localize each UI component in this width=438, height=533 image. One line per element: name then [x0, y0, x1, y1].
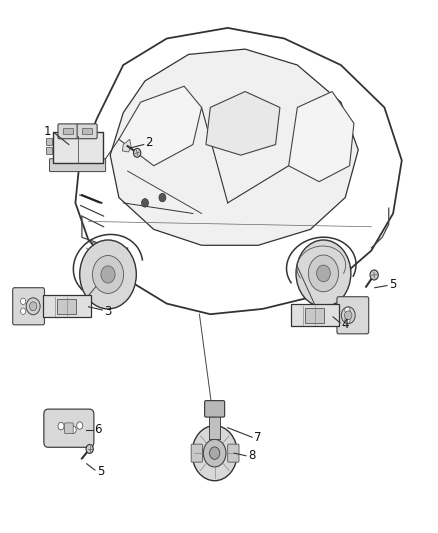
Circle shape — [58, 422, 64, 430]
Circle shape — [80, 240, 136, 309]
FancyBboxPatch shape — [337, 297, 369, 334]
Bar — [43, 295, 91, 317]
Circle shape — [296, 240, 351, 307]
Text: 2: 2 — [145, 136, 153, 149]
Circle shape — [345, 311, 352, 320]
FancyBboxPatch shape — [44, 409, 94, 447]
Bar — [82, 128, 92, 134]
Circle shape — [134, 148, 141, 157]
Text: 3: 3 — [104, 305, 112, 318]
Polygon shape — [122, 139, 131, 152]
Text: 7: 7 — [254, 431, 262, 444]
Polygon shape — [119, 86, 201, 166]
Circle shape — [70, 426, 76, 433]
Circle shape — [77, 422, 83, 429]
Polygon shape — [289, 92, 354, 182]
Bar — [46, 147, 52, 154]
Bar — [63, 128, 73, 134]
Circle shape — [21, 308, 26, 314]
Bar — [53, 132, 102, 163]
FancyBboxPatch shape — [205, 401, 225, 417]
FancyBboxPatch shape — [58, 124, 78, 139]
Bar — [291, 304, 339, 326]
Bar — [46, 138, 52, 144]
Text: 8: 8 — [248, 449, 255, 462]
Circle shape — [141, 199, 148, 207]
Circle shape — [370, 270, 378, 280]
Text: 1: 1 — [43, 125, 51, 138]
Circle shape — [159, 193, 166, 202]
Circle shape — [101, 266, 115, 283]
Circle shape — [92, 255, 124, 293]
Bar — [305, 308, 324, 322]
FancyBboxPatch shape — [191, 444, 202, 462]
Circle shape — [317, 265, 330, 282]
Circle shape — [192, 425, 237, 481]
FancyBboxPatch shape — [49, 159, 106, 172]
Circle shape — [345, 307, 350, 313]
FancyBboxPatch shape — [64, 423, 73, 433]
Polygon shape — [75, 28, 402, 314]
Bar — [57, 299, 76, 313]
Circle shape — [341, 307, 355, 324]
Circle shape — [308, 255, 339, 292]
FancyBboxPatch shape — [77, 124, 97, 139]
Circle shape — [203, 439, 226, 467]
Circle shape — [26, 298, 40, 314]
Circle shape — [209, 447, 220, 459]
Text: 4: 4 — [342, 318, 349, 332]
Text: 5: 5 — [389, 278, 397, 291]
Polygon shape — [110, 49, 358, 245]
Text: 6: 6 — [94, 423, 102, 437]
Polygon shape — [206, 92, 280, 155]
Circle shape — [21, 298, 26, 304]
Circle shape — [345, 317, 350, 324]
Circle shape — [86, 445, 93, 454]
Text: 5: 5 — [97, 465, 104, 478]
Circle shape — [29, 302, 37, 311]
FancyBboxPatch shape — [13, 288, 45, 325]
Bar — [209, 416, 220, 439]
FancyBboxPatch shape — [228, 444, 239, 462]
